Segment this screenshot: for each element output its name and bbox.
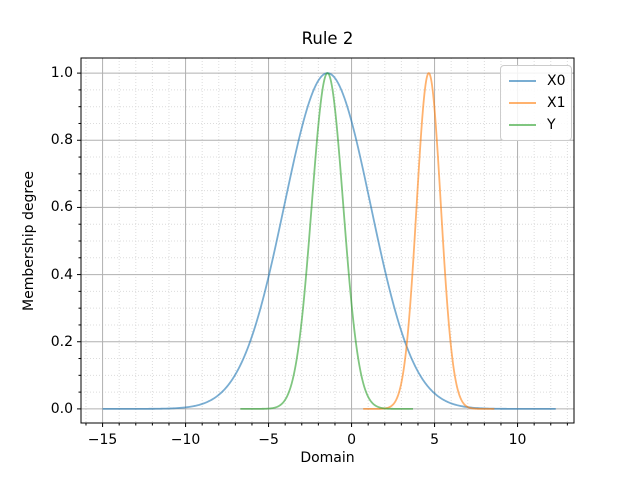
legend-item-x0: X0 [509,71,567,91]
y-tick-label: 0.6 [50,199,73,216]
x-tick-label: −15 [87,432,118,448]
curve-y [240,72,414,410]
legend-label-x0: X0 [547,73,566,89]
y-tick-label: 0.8 [50,132,73,149]
x-tick-label: 0 [347,432,357,448]
chart-title: Rule 2 [301,29,354,48]
y-tick-label: 0.0 [50,400,73,417]
legend-line-sample-y [509,124,536,126]
y-tick-label: 0.4 [50,266,73,283]
legend-line-sample-x0 [509,80,536,82]
y-axis-label: Membership degree [21,170,37,311]
x-axis-label: Domain [300,450,355,466]
x-tick-label: 10 [508,432,527,448]
plot-area [77,57,575,427]
legend-line-sample-x1 [509,102,536,104]
y-tick-label: 0.2 [50,333,73,350]
legend-item-y: Y [509,115,567,135]
x-tick-label: −10 [170,432,201,448]
legend-item-x1: X1 [509,93,567,113]
legend: X0 X1 Y [500,65,572,141]
curve-x0 [102,72,556,410]
legend-label-x1: X1 [547,95,566,111]
y-tick-label: 1.0 [50,65,73,82]
x-tick-label: 5 [430,432,440,448]
legend-label-y: Y [547,117,556,133]
x-tick-label: −5 [258,432,279,448]
